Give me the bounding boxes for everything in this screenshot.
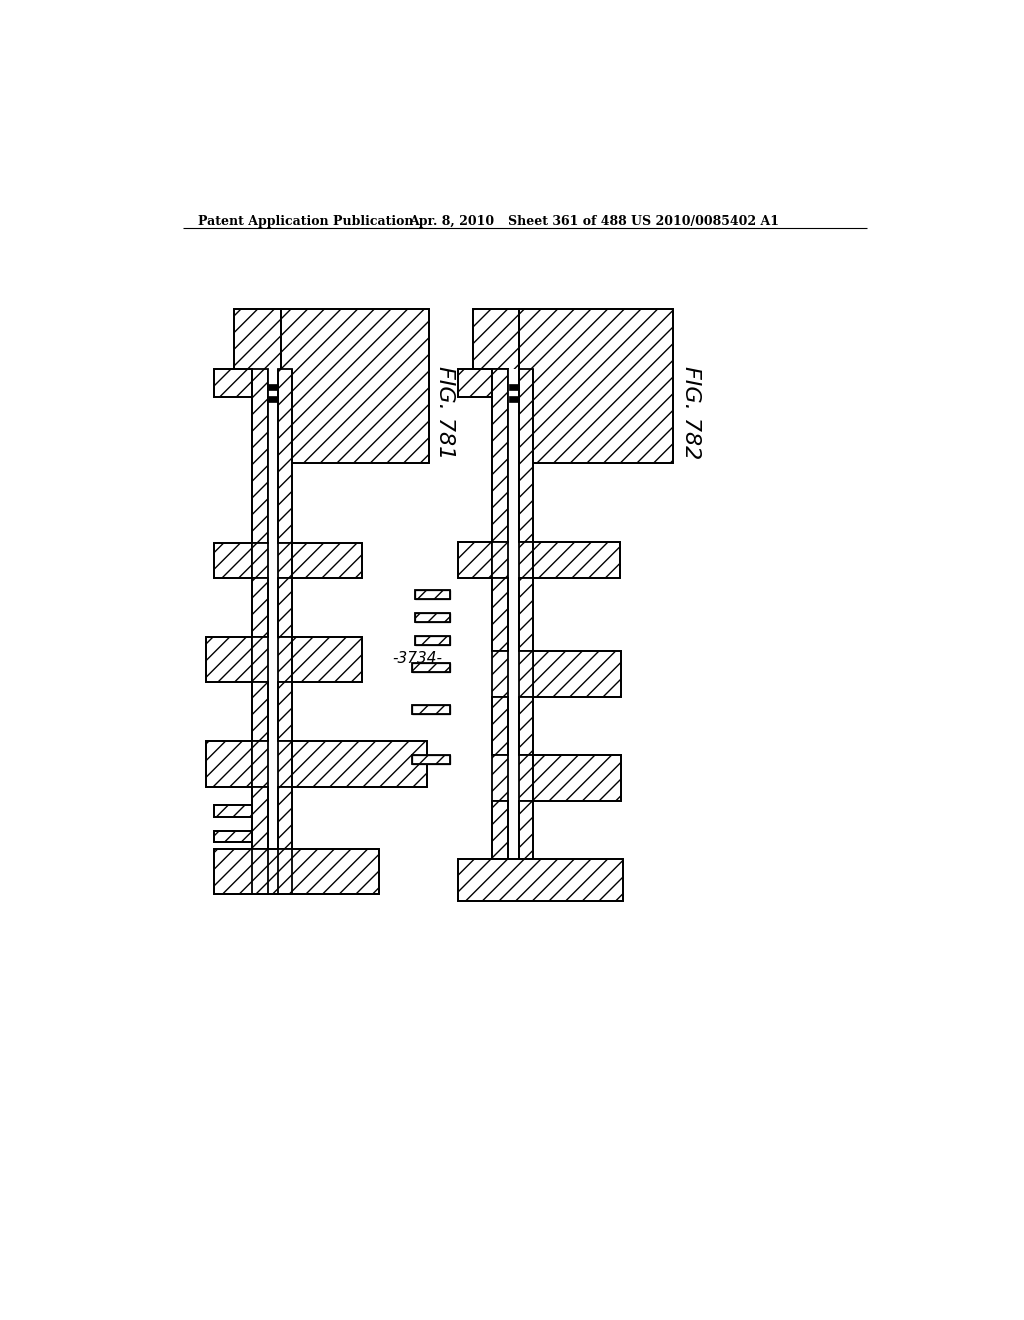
Bar <box>519 578 532 651</box>
Bar <box>473 309 519 370</box>
Bar <box>252 368 267 544</box>
Bar <box>412 755 451 764</box>
Bar <box>206 638 252 682</box>
Bar <box>214 830 252 842</box>
Bar <box>412 705 451 714</box>
Bar <box>416 636 451 645</box>
Bar <box>532 543 620 578</box>
Bar <box>412 663 451 672</box>
Bar <box>233 309 281 370</box>
Bar <box>292 638 361 682</box>
Bar <box>252 578 267 638</box>
Bar <box>416 636 451 645</box>
Text: -3734-: -3734- <box>392 651 442 667</box>
Text: Patent Application Publication: Patent Application Publication <box>199 215 414 228</box>
Bar <box>206 742 252 788</box>
Bar <box>509 396 518 401</box>
Bar <box>519 801 532 859</box>
Bar <box>281 309 429 462</box>
Bar <box>519 368 532 543</box>
Bar <box>292 544 361 578</box>
Text: Sheet 361 of 488: Sheet 361 of 488 <box>508 215 627 228</box>
Bar <box>292 742 427 788</box>
Bar <box>532 543 620 578</box>
Bar <box>458 543 493 578</box>
Bar <box>214 368 252 397</box>
Bar <box>493 543 508 578</box>
Bar <box>473 309 519 370</box>
Bar <box>519 651 532 697</box>
Bar <box>508 368 519 543</box>
Bar <box>214 849 379 894</box>
Bar <box>458 859 624 902</box>
Bar <box>532 755 621 801</box>
Bar <box>493 368 508 543</box>
Bar <box>214 849 379 894</box>
Bar <box>233 309 281 370</box>
Bar <box>532 651 621 697</box>
Bar <box>214 544 252 578</box>
Bar <box>252 682 267 742</box>
Bar <box>292 638 361 682</box>
Bar <box>279 368 292 544</box>
Bar <box>206 638 252 682</box>
Bar <box>519 755 532 801</box>
Bar <box>458 368 508 397</box>
Bar <box>416 612 451 622</box>
Text: US 2010/0085402 A1: US 2010/0085402 A1 <box>631 215 779 228</box>
Bar <box>268 396 278 401</box>
Bar <box>281 309 429 462</box>
Bar <box>412 663 451 672</box>
Text: Apr. 8, 2010: Apr. 8, 2010 <box>410 215 495 228</box>
Bar <box>279 638 292 682</box>
Bar <box>279 682 292 742</box>
Bar <box>279 578 292 638</box>
Text: FIG. 782: FIG. 782 <box>681 366 701 459</box>
Bar <box>519 309 674 462</box>
Bar <box>493 578 508 651</box>
Bar <box>279 849 292 894</box>
Bar <box>252 788 267 849</box>
Bar <box>532 651 621 697</box>
Bar <box>268 384 278 391</box>
Bar <box>412 705 451 714</box>
Bar <box>214 368 252 397</box>
Bar <box>279 742 292 788</box>
Bar <box>252 638 267 682</box>
Bar <box>214 830 252 842</box>
Bar <box>252 849 267 894</box>
Bar <box>493 697 508 755</box>
Bar <box>252 544 267 578</box>
Bar <box>519 543 532 578</box>
Bar <box>532 755 621 801</box>
Bar <box>493 651 508 697</box>
Bar <box>519 309 674 462</box>
Bar <box>279 788 292 849</box>
Text: FIG. 781: FIG. 781 <box>435 366 455 459</box>
Bar <box>458 543 493 578</box>
Bar <box>509 384 518 391</box>
Bar <box>519 697 532 755</box>
Bar <box>206 742 252 788</box>
Bar <box>458 859 624 902</box>
Bar <box>416 590 451 599</box>
Bar <box>267 368 279 544</box>
Bar <box>493 801 508 859</box>
Bar <box>214 805 252 817</box>
Bar <box>458 368 508 397</box>
Bar <box>214 544 252 578</box>
Bar <box>416 612 451 622</box>
Bar <box>416 590 451 599</box>
Bar <box>493 755 508 801</box>
Bar <box>412 755 451 764</box>
Bar <box>292 742 427 788</box>
Bar <box>252 742 267 788</box>
Bar <box>292 544 361 578</box>
Bar <box>279 544 292 578</box>
Bar <box>214 805 252 817</box>
